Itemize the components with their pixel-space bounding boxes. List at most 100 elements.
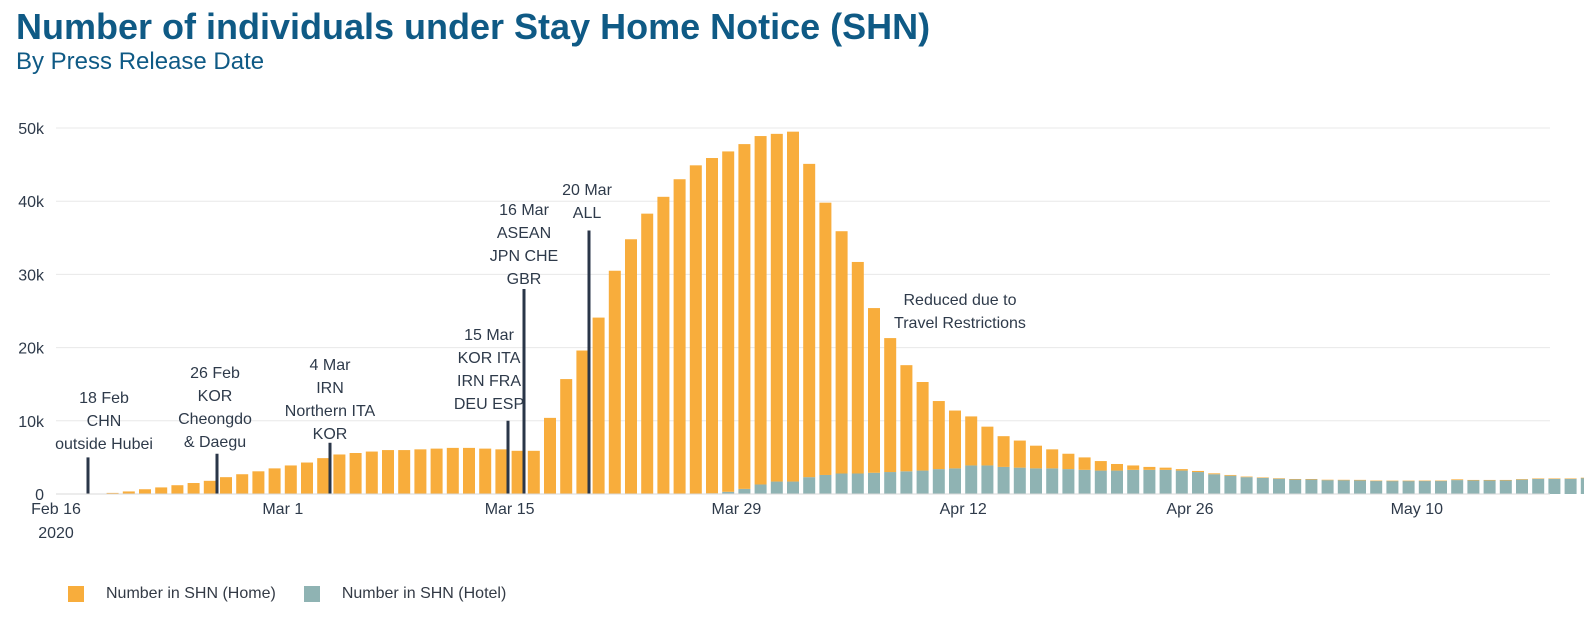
legend-item-hotel[interactable]: Number in SHN (Hotel) [303, 585, 507, 603]
bar-home [1354, 479, 1366, 481]
annotation-label: 26 Feb [190, 365, 240, 382]
annotation-label: KOR [198, 388, 233, 405]
bar-home [365, 451, 378, 494]
bar-home [787, 131, 799, 482]
bar-home [511, 450, 524, 494]
bar-home [430, 448, 443, 494]
bar-home [1435, 480, 1447, 482]
bar-home [106, 492, 119, 494]
annotations: 18 Feb CHN outside Hubei 26 Feb KOR Cheongdo &… [55, 182, 1026, 453]
bar-home [560, 379, 573, 494]
bar-hotel [1483, 480, 1496, 494]
annotation-label: KOR [313, 426, 348, 443]
axes: 0 10k 20k 30k 40k 50k Feb 16 2020 Mar 1 Mar 15 Mar… [18, 121, 1550, 542]
annotation-label: outside Hubei [55, 436, 153, 453]
bar-hotel [1208, 474, 1221, 494]
bar-hotel [1370, 480, 1383, 494]
bar-hotel [1062, 469, 1075, 494]
bar-home [1094, 461, 1107, 471]
bar-home [949, 410, 961, 469]
bar-home [916, 382, 929, 471]
bar-home [1127, 465, 1140, 470]
bar-home [932, 401, 945, 470]
y-tick-label: 50k [18, 121, 45, 138]
legend-item-home[interactable]: Number in SHN (Home) [68, 585, 276, 603]
bar-home [1499, 479, 1512, 481]
annotation-label: ASEAN [497, 225, 551, 242]
bar-home [1013, 440, 1026, 468]
bar-home [463, 447, 475, 494]
annotation-label: Travel Restrictions [894, 315, 1026, 332]
bar-home [673, 179, 686, 495]
legend: Number in SHN (Home) Number in SHN (Hote… [68, 585, 506, 603]
bar-home [1532, 478, 1545, 479]
bar-hotel [1240, 477, 1253, 494]
bar-home [738, 144, 751, 489]
y-tick-label: 0 [35, 487, 44, 504]
bar-home [171, 485, 184, 494]
annotation-label: 20 Mar [562, 182, 612, 199]
chart-title: Number of individuals under Stay Home No… [16, 6, 931, 47]
annotation-markers [86, 230, 591, 494]
bar-home [1046, 449, 1059, 469]
bar-hotel [1013, 467, 1026, 494]
bar-home [803, 163, 816, 478]
bar-hotel [1548, 478, 1561, 494]
bar-hotel [835, 473, 848, 494]
bar-home [122, 491, 135, 494]
annotation-label: 18 Feb [79, 390, 129, 407]
bar-home [689, 165, 702, 494]
bar-home [414, 449, 427, 494]
bar-hotel [1273, 478, 1285, 494]
bar-home [641, 213, 654, 495]
bar-hotel [949, 468, 961, 494]
bar-home [495, 449, 508, 494]
annotation-label: GBR [507, 271, 542, 288]
bar-hotel [900, 471, 913, 494]
bar-home [187, 483, 200, 494]
bar-home [1467, 479, 1480, 481]
bar-home [819, 202, 832, 475]
bar-home [1516, 479, 1528, 480]
legend-label-hotel: Number in SHN (Hotel) [341, 585, 507, 602]
bar-hotel [965, 465, 978, 494]
bar-home [900, 365, 913, 472]
bar-home [1580, 477, 1584, 479]
bar-hotel [997, 466, 1010, 494]
chart-subtitle: By Press Release Date [16, 48, 265, 75]
bar-hotel [1094, 470, 1107, 494]
bar-hotel [787, 481, 799, 494]
bar-hotel [1175, 470, 1188, 494]
bar-home [706, 158, 718, 494]
bar-hotel [1143, 469, 1156, 494]
bar-hotel [1451, 480, 1464, 494]
bar-hotel [981, 465, 994, 494]
x-tick-label: Mar 29 [712, 501, 762, 518]
bar-home [1208, 473, 1221, 475]
bar-hotel [1564, 478, 1577, 494]
bar-home [527, 450, 540, 494]
bar-home [446, 447, 459, 494]
bar-hotel [1305, 479, 1318, 494]
bar-home [1240, 476, 1253, 478]
bar-home [333, 454, 346, 494]
bar-home [479, 448, 492, 494]
bar-hotel [1532, 478, 1545, 494]
bar-home [1030, 445, 1042, 469]
bar-home [657, 196, 670, 495]
bar-home [139, 489, 151, 494]
bar-home [220, 477, 232, 494]
bar-hotel [1127, 469, 1140, 494]
bar-hotel [1289, 479, 1302, 494]
bar-hotel [1418, 480, 1431, 494]
annotation-label: KOR ITA [458, 350, 521, 367]
bar-home [1224, 474, 1237, 476]
bar-hotel [916, 470, 929, 494]
bar-home [1337, 479, 1350, 481]
annotation-label: IRN [316, 380, 344, 397]
bar-home [1451, 479, 1464, 481]
bar-hotel [1111, 470, 1123, 494]
annotation-label: Northern ITA [285, 403, 376, 420]
annotation-label: IRN FRA [457, 373, 521, 390]
bar-home [1192, 470, 1204, 473]
